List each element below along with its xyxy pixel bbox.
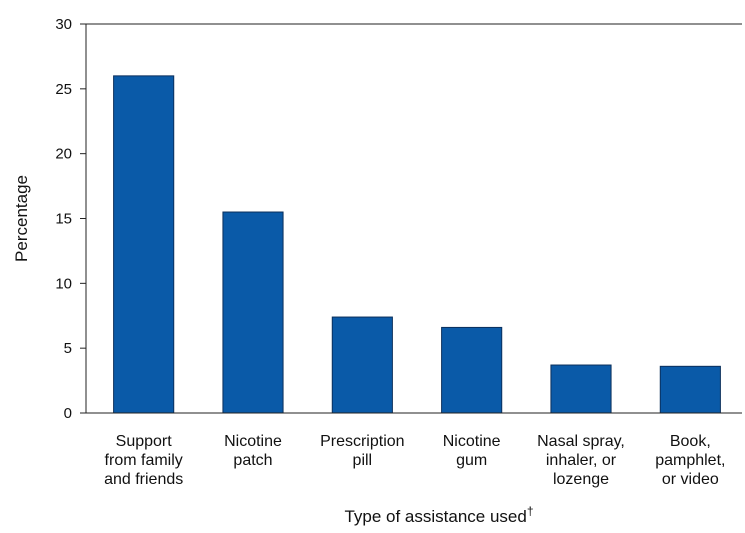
bar xyxy=(659,365,721,414)
x-category-label: Nasal spray, inhaler, or lozenge xyxy=(537,433,625,488)
x-category-label-line: from family xyxy=(105,452,183,469)
x-axis-category-labels: Support from family and friends Nicotine pat… xyxy=(104,433,725,488)
bar xyxy=(550,364,612,414)
y-axis-ticks: 0 5 10 15 20 25 30 xyxy=(55,16,86,422)
bar xyxy=(331,316,393,414)
x-category-label: Prescription pill xyxy=(320,433,404,469)
x-category-label-line: Prescription xyxy=(320,433,404,450)
x-category-label: Support from family and friends xyxy=(104,433,183,488)
x-category-label-line: gum xyxy=(456,452,487,469)
y-tick-label: 5 xyxy=(64,340,72,357)
bar xyxy=(222,211,284,414)
x-category-label-line: and friends xyxy=(104,471,183,488)
x-axis-title: Type of assistance used† xyxy=(344,504,533,526)
x-axis-title-text: Type of assistance used xyxy=(344,507,526,526)
x-category-label: Nicotine patch xyxy=(224,433,282,469)
y-axis-title: Percentage xyxy=(12,175,31,262)
bars-group xyxy=(113,75,721,414)
y-tick-label: 25 xyxy=(55,81,72,98)
y-tick-label: 10 xyxy=(55,275,72,292)
x-category-label-line: Nicotine xyxy=(443,433,501,450)
y-tick-label: 30 xyxy=(55,16,72,33)
y-tick-label: 0 xyxy=(64,405,72,422)
x-category-label: Book, pamphlet, or video xyxy=(655,433,725,488)
x-category-label-line: inhaler, or xyxy=(546,452,617,469)
y-tick-label: 20 xyxy=(55,146,72,163)
x-category-label-line: or video xyxy=(662,471,719,488)
x-category-label-line: lozenge xyxy=(553,471,609,488)
x-category-label-line: pill xyxy=(353,452,373,469)
x-category-label-line: Book, xyxy=(670,433,711,450)
y-tick-label: 15 xyxy=(55,211,72,228)
x-category-label-line: Nasal spray, xyxy=(537,433,625,450)
x-category-label-line: Nicotine xyxy=(224,433,282,450)
bar xyxy=(441,326,503,414)
x-axis-title-footnote-mark: † xyxy=(527,504,534,518)
x-category-label-line: Support xyxy=(116,433,173,450)
bar xyxy=(113,75,175,414)
x-category-label-line: pamphlet, xyxy=(655,452,725,469)
x-category-label-line: patch xyxy=(233,452,272,469)
x-category-label: Nicotine gum xyxy=(443,433,501,469)
